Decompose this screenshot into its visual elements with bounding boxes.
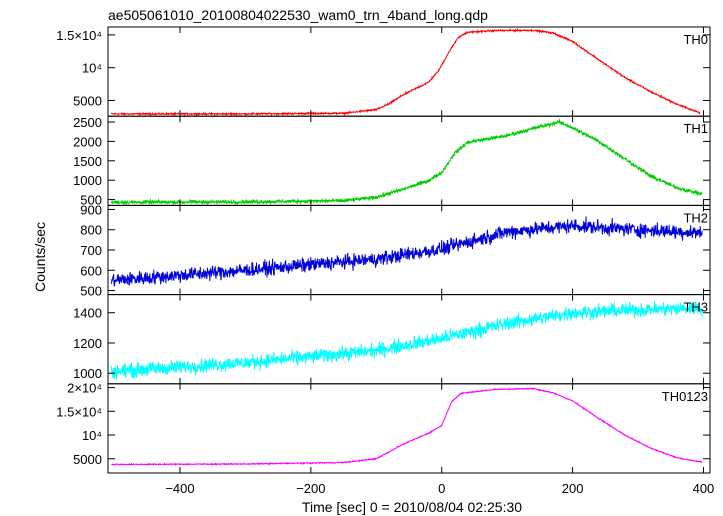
panel-label: TH0	[683, 32, 708, 47]
panel-th2: 500 600 700 800 900 TH2	[80, 202, 711, 299]
panel-th0: 5000 10⁴ 1.5×10⁴ TH0	[56, 26, 711, 117]
y-tick-label: 600	[80, 263, 102, 278]
y-tick-label: 500	[80, 193, 102, 208]
x-axis-label: Time [sec] 0 = 2010/08/04 02:25:30	[302, 499, 522, 515]
panel-frame	[107, 115, 711, 206]
series-line-th0	[110, 27, 701, 117]
y-tick-label: 900	[80, 202, 102, 217]
y-tick-label: 2000	[73, 134, 102, 149]
y-tick-label: 10⁴	[82, 61, 102, 76]
y-tick-label: 800	[80, 223, 102, 238]
panel-th3: 1000 1200 1400 TH3	[73, 294, 711, 385]
series-line-th1	[110, 118, 703, 206]
panel-label: TH1	[683, 121, 708, 136]
panel-frame	[107, 26, 711, 117]
panel-label: TH3	[683, 300, 708, 315]
y-tick-label: 1.5×10⁴	[56, 28, 102, 43]
series-line-th2	[110, 216, 703, 287]
y-tick-label: 2×10⁴	[67, 381, 102, 396]
y-tick-label: 1.5×10⁴	[56, 404, 102, 419]
panel-frame	[107, 294, 711, 385]
x-tick-label: 0	[438, 481, 445, 496]
y-tick-label: 5000	[73, 452, 102, 467]
y-tick-label: 1200	[73, 336, 102, 351]
y-axis-label: Counts/sec	[32, 222, 48, 292]
panel-label: TH0123	[662, 389, 708, 404]
y-tick-label: 1500	[73, 154, 102, 169]
y-tick-label: 700	[80, 243, 102, 258]
y-tick-label: 10⁴	[82, 428, 102, 443]
y-tick-label: 5000	[73, 93, 102, 108]
y-tick-label: 2500	[73, 115, 102, 130]
x-tick-label: −200	[296, 481, 325, 496]
chart-title: ae505061010_20100804022530_wam0_trn_4ban…	[108, 7, 488, 23]
y-tick-label: 1400	[73, 306, 102, 321]
y-tick-label: 1000	[73, 173, 102, 188]
panel-th0123: 5000 10⁴ 1.5×10⁴ 2×10⁴ TH0123	[56, 381, 711, 474]
y-tick-label: 1000	[73, 366, 102, 381]
x-tick-label: 400	[693, 481, 715, 496]
panel-th1: 500 1000 1500 2000 2500 TH1	[73, 115, 711, 208]
x-tick-label: 200	[562, 481, 584, 496]
series-line-th3	[110, 301, 703, 380]
panel-frame	[107, 383, 711, 474]
y-tick-label: 500	[80, 284, 102, 299]
series-line-th0123	[111, 387, 703, 467]
panel-frame	[107, 204, 711, 296]
x-tick-label: −400	[165, 481, 194, 496]
panel-label: TH2	[683, 210, 708, 225]
